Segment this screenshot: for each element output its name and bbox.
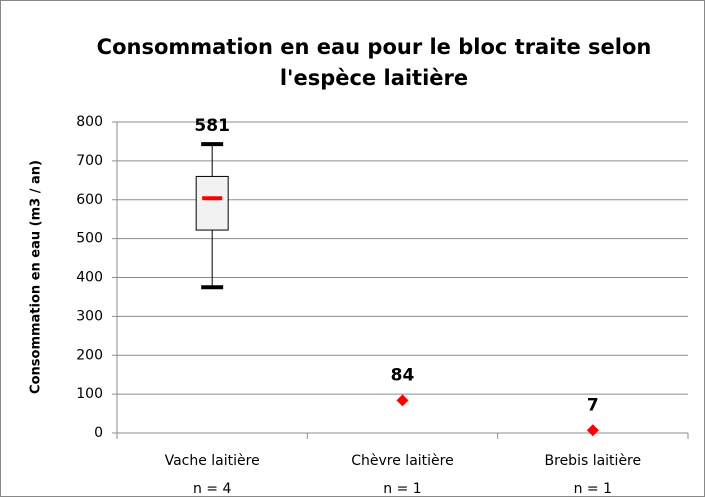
data-label: 7 [587, 395, 599, 415]
x-tick-sublabel: n = 1 [574, 481, 612, 497]
data-label: 581 [194, 116, 230, 136]
point [396, 394, 409, 407]
box [195, 175, 229, 231]
y-tick-label: 100 [76, 386, 103, 402]
point [586, 424, 599, 437]
x-tick-label: Vache laitière [165, 453, 260, 469]
chart-title: Consommation en eau pour le bloc traite … [97, 35, 652, 59]
y-tick-label: 700 [76, 153, 103, 169]
x-tick-label: Brebis laitière [545, 453, 642, 469]
chart-title: l'espèce laitière [280, 66, 468, 90]
y-tick-label: 300 [76, 308, 103, 324]
y-tick-label: 500 [76, 231, 103, 247]
y-tick-label: 200 [76, 347, 103, 363]
y-tick-label: 0 [94, 425, 103, 441]
x-tick-sublabel: n = 4 [193, 481, 232, 497]
x-tick-sublabel: n = 1 [383, 481, 421, 497]
y-tick-label: 400 [76, 270, 103, 286]
y-tick-label: 800 [76, 114, 103, 130]
y-tick-label: 600 [76, 192, 103, 208]
x-tick-label: Chèvre laitière [351, 453, 453, 469]
y-axis-label: Consommation en eau (m3 / an) [29, 160, 44, 394]
data-label: 84 [391, 365, 415, 385]
